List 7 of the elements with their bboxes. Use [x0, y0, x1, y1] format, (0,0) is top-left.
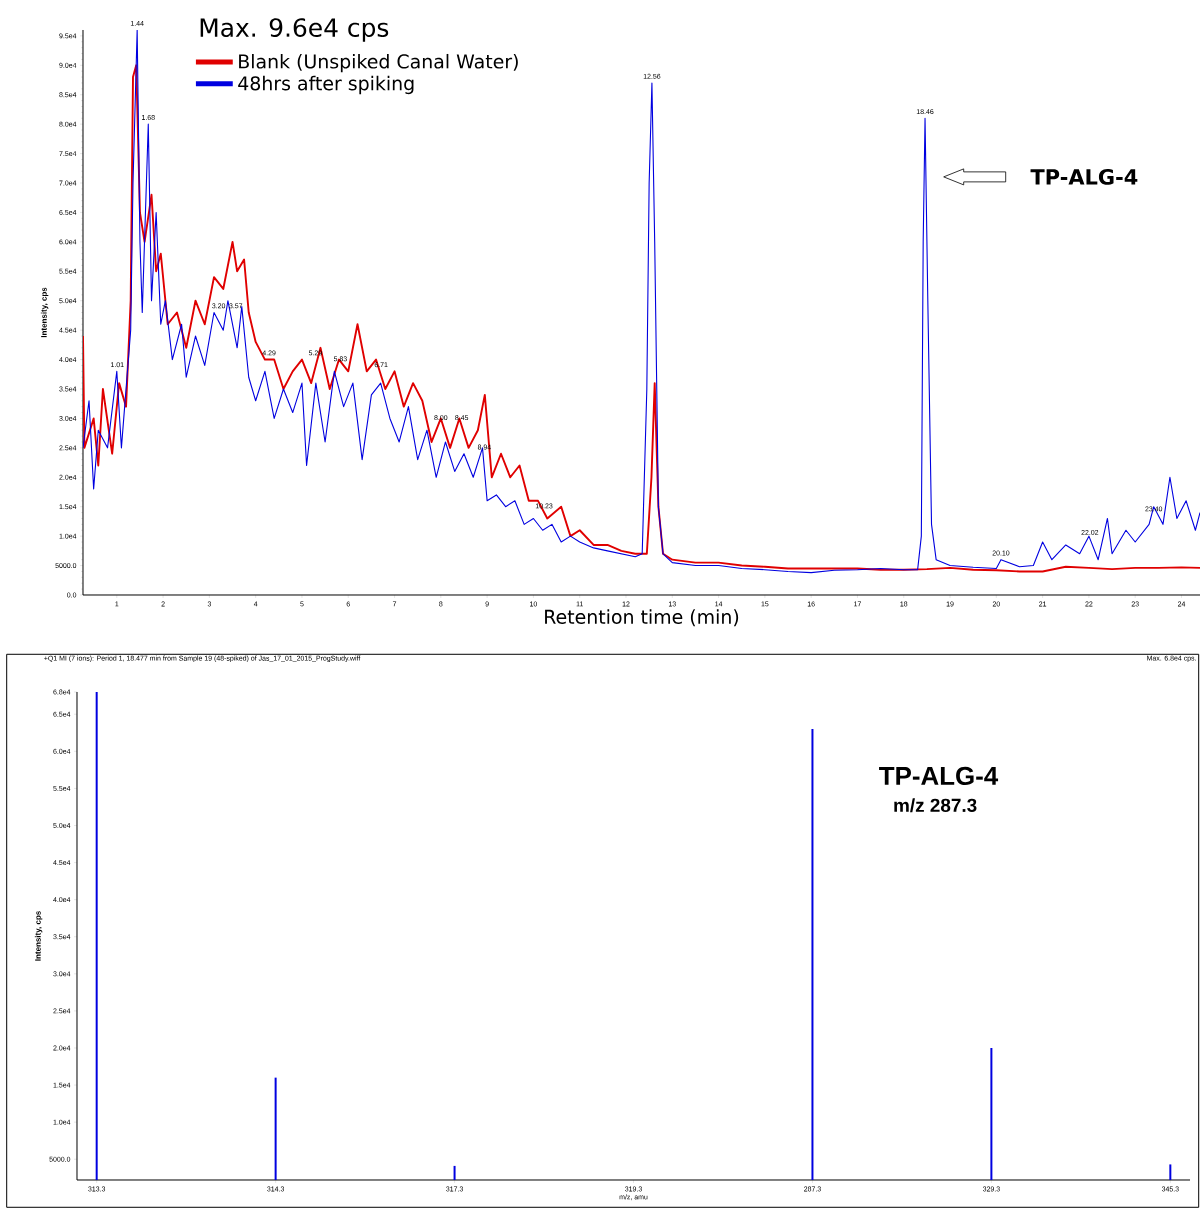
- x-axis-title: Retention time (min): [545, 609, 739, 627]
- annotation: Max. 9.6e4 cps: [200, 18, 389, 42]
- legend-label: 48hrs after spiking: [238, 75, 414, 95]
- annotation: TP-ALG-4: [879, 766, 999, 786]
- annotation: m/z 287.3: [894, 798, 977, 813]
- annotation: TP-ALG-4: [1030, 168, 1138, 185]
- legend-label: Blank (Unspiked Canal Water): [239, 53, 518, 73]
